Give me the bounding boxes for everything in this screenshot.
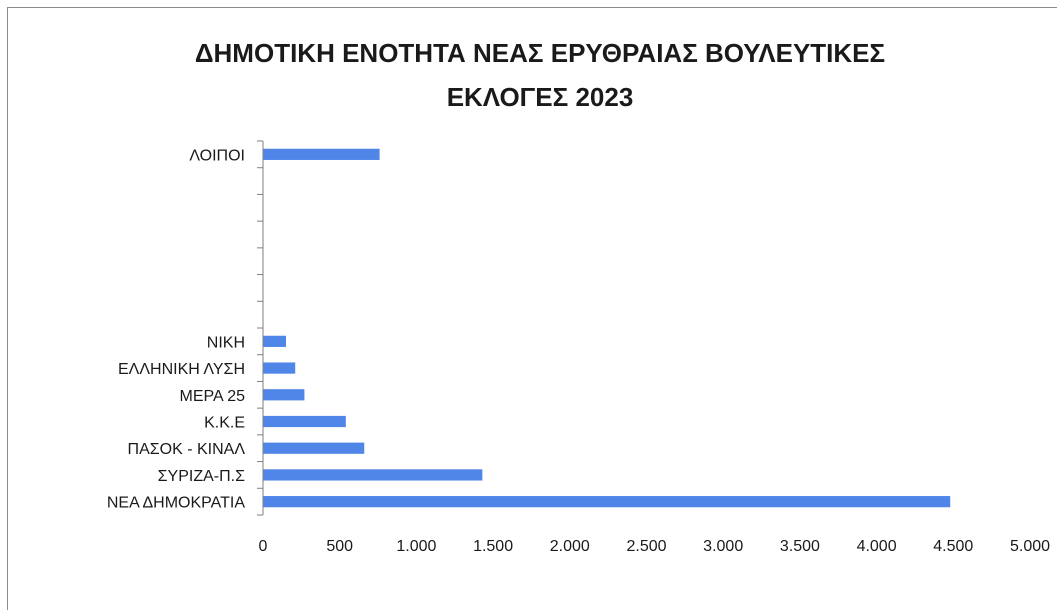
- x-tick-label-6: 3.000: [703, 538, 743, 555]
- category-label-0: ΝΕΑ ΔΗΜΟΚΡΑΤΙΑ: [107, 495, 245, 512]
- bar-1: [263, 469, 483, 481]
- x-tick-label-0: 0: [259, 538, 268, 555]
- category-label-3: Κ.Κ.Ε: [204, 415, 245, 432]
- x-tick-label-3: 1.500: [473, 538, 513, 555]
- x-tick-labels: 0 500 1.000 1.500 2.000 2.500 3.000 3.500 4.000 4…: [259, 538, 1051, 555]
- x-tick-label-9: 4.500: [933, 538, 973, 555]
- category-label-5: ΕΛΛΗΝΙΚΗ ΛΥΣΗ: [118, 361, 245, 378]
- x-tick-label-10: 5.000: [1010, 538, 1050, 555]
- axes: [257, 140, 264, 516]
- bar-5: [263, 362, 296, 374]
- bar-0: [263, 496, 951, 508]
- bar-3: [263, 415, 346, 428]
- category-labels: ΝΕΑ ΔΗΜΟΚΡΑΤΙΑ ΣΥΡΙΖΑ-Π.Σ ΠΑΣΟΚ - ΚΙΝΑΛ Κ.Κ…: [107, 147, 245, 511]
- x-tick-label-7: 3.500: [780, 538, 820, 555]
- chart-title-line-1: ΔΗΜΟΤΙΚΗ ΕΝΟΤΗΤΑ ΝΕΑΣ ΕΡΥΘΡΑΙΑΣ ΒΟΥΛΕΥΤΙ…: [195, 38, 885, 68]
- bar-6: [263, 335, 287, 347]
- bar-4: [263, 389, 305, 401]
- x-tick-label-1: 500: [326, 538, 353, 555]
- category-label-1: ΣΥΡΙΖΑ-Π.Σ: [158, 468, 245, 485]
- chart-title-line-2: ΕΚΛΟΓΕΣ 2023: [447, 82, 634, 112]
- bar-13: [263, 148, 380, 160]
- category-label-4: ΜΕΡΑ 25: [179, 388, 245, 405]
- x-tick-label-2: 1.000: [396, 538, 436, 555]
- category-label-2: ΠΑΣΟΚ - ΚΙΝΑΛ: [128, 441, 246, 458]
- bars: [263, 148, 951, 508]
- chart-frame: [7, 7, 1057, 610]
- category-label-6: ΝΙΚΗ: [207, 334, 245, 351]
- x-tick-label-8: 4.000: [857, 538, 897, 555]
- chart-title: ΔΗΜΟΤΙΚΗ ΕΝΟΤΗΤΑ ΝΕΑΣ ΕΡΥΘΡΑΙΑΣ ΒΟΥΛΕΥΤΙ…: [195, 38, 885, 112]
- x-tick-label-4: 2.000: [550, 538, 590, 555]
- bar-2: [263, 442, 365, 454]
- category-label-13: ΛΟΙΠΟΙ: [189, 147, 245, 164]
- x-tick-label-5: 2.500: [626, 538, 666, 555]
